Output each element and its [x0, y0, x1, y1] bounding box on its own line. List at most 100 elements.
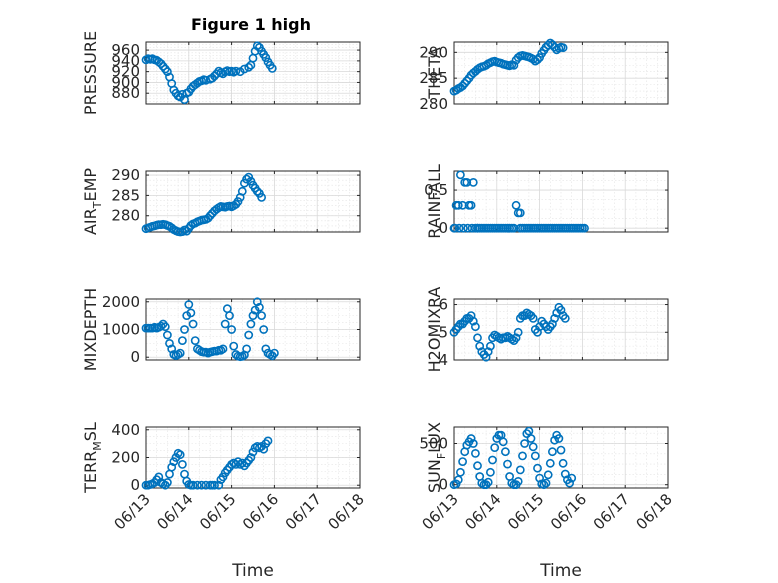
y-tick-label: 900 — [111, 73, 140, 91]
data-point — [175, 348, 185, 358]
y-tick-label: 0 — [438, 476, 448, 494]
subplot-8: 0 500 06/13 06/14 06/15 06/16 06/17 06/18 Time SU… — [419, 422, 676, 581]
x-axis-label: Time — [231, 561, 274, 581]
x-tick-label: 06/16 — [547, 490, 590, 533]
data-point — [528, 313, 538, 323]
data-point — [490, 443, 500, 452]
data-point — [180, 325, 189, 334]
data-point — [515, 465, 525, 475]
data-point — [162, 478, 172, 487]
data-point — [541, 478, 551, 488]
data-point — [466, 434, 476, 443]
data-point — [565, 478, 574, 488]
data-point — [156, 321, 166, 331]
data-point — [485, 467, 495, 477]
y-tick-label: 940 — [111, 52, 140, 70]
data-point — [257, 192, 266, 202]
data-point — [473, 223, 482, 233]
data-point — [533, 55, 542, 64]
y-tick-label: 200 — [111, 449, 140, 467]
data-point — [481, 480, 491, 490]
y-axis-label: SUNFLUX — [425, 422, 448, 493]
data-point — [214, 480, 224, 490]
y-tick-label: 290 — [419, 43, 448, 61]
data-point — [460, 78, 470, 88]
data-point — [244, 330, 254, 340]
data-point — [556, 445, 566, 455]
data-point — [575, 223, 585, 233]
y-tick-label: 0 — [438, 219, 448, 237]
x-tick-label: 06/17 — [590, 490, 633, 533]
y-axis-label: THETA — [425, 47, 444, 99]
data-point — [528, 223, 538, 233]
data-point — [188, 480, 198, 490]
data-point — [520, 223, 529, 233]
data-point — [473, 461, 482, 471]
data-point — [513, 327, 523, 337]
data-point — [518, 451, 527, 461]
x-tick-label: 06/13 — [111, 490, 154, 533]
data-point — [468, 439, 478, 448]
data-point — [485, 223, 495, 233]
data-point — [541, 223, 551, 233]
data-point — [162, 330, 172, 340]
data-point — [488, 455, 497, 465]
data-point — [511, 200, 521, 210]
x-tick-label: 06/15 — [196, 490, 239, 533]
data-point — [567, 223, 577, 233]
data-point — [169, 457, 179, 467]
data-point — [177, 336, 187, 345]
data-point — [269, 348, 279, 358]
data-point — [237, 186, 247, 196]
y-tick-label: 285 — [419, 69, 448, 87]
data-point — [481, 223, 491, 233]
x-tick-label: 06/14 — [153, 490, 196, 533]
y-tick-label: 0.5 — [424, 181, 448, 199]
data-point — [473, 333, 482, 343]
data-point — [186, 308, 196, 318]
y-tick-label: 500 — [419, 434, 448, 452]
data-point — [475, 341, 485, 351]
data-point — [177, 459, 187, 469]
data-point — [556, 305, 566, 315]
data-point — [188, 319, 198, 329]
data-series — [449, 38, 568, 96]
data-point — [267, 64, 277, 73]
y-tick-label: 1000 — [102, 321, 140, 339]
data-point — [503, 459, 512, 469]
data-point — [468, 316, 478, 326]
data-point — [162, 67, 172, 77]
data-point — [454, 223, 464, 233]
data-point — [252, 41, 262, 51]
data-point — [520, 439, 529, 448]
y-tick-label: 4 — [438, 351, 448, 369]
data-point — [507, 223, 517, 233]
x-tick-label: 06/17 — [282, 490, 325, 533]
data-point — [455, 467, 465, 477]
data-point — [530, 451, 540, 461]
data-point — [246, 319, 256, 329]
data-point — [494, 223, 504, 233]
data-point — [463, 223, 473, 233]
data-point — [197, 480, 206, 490]
data-point — [477, 223, 487, 233]
data-series — [141, 172, 266, 237]
data-point — [254, 302, 264, 312]
data-point — [498, 437, 508, 447]
data-point — [528, 442, 538, 452]
axes-frame — [145, 170, 361, 233]
data-point — [467, 223, 477, 233]
data-point — [257, 311, 266, 320]
y-axis-label: AIRTEMP — [81, 168, 104, 235]
data-point — [458, 200, 467, 210]
y-tick-label: 290 — [111, 166, 140, 184]
data-point — [453, 200, 463, 210]
x-tick-label: 06/15 — [504, 490, 547, 533]
data-point — [550, 223, 559, 233]
data-point — [485, 341, 495, 351]
